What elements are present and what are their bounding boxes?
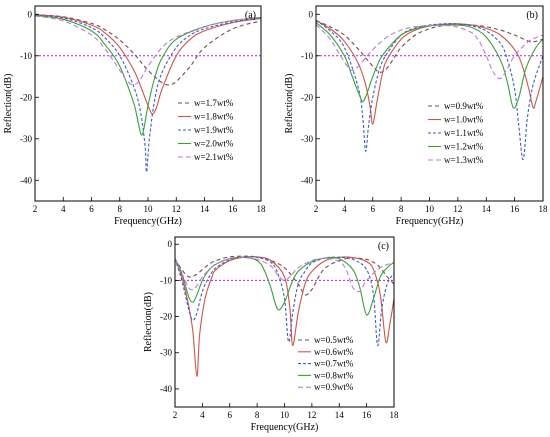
series-group — [175, 255, 394, 377]
chart-panel: 2 4 6 8 10 12 14 16 18 0 -10 -20 -30 -40 Frequency(GHz… — [284, 5, 549, 227]
series-line — [316, 20, 543, 125]
y-tick-label: -40 — [160, 384, 172, 394]
y-axis-label: Reflection(dB) — [3, 74, 14, 134]
x-tick-label: 4 — [342, 204, 347, 214]
series-group — [35, 14, 261, 173]
series-line — [175, 256, 394, 293]
legend-label: w=0.5wt% — [314, 335, 354, 345]
x-tick-label: 12 — [453, 204, 462, 214]
x-tick-label: 4 — [200, 410, 205, 420]
y-tick-label: -10 — [20, 51, 32, 61]
plot-frame — [174, 236, 395, 408]
x-tick-label: 10 — [144, 204, 154, 214]
legend-label: w=2.0wt% — [194, 139, 234, 149]
y-tick-label: -10 — [301, 51, 313, 61]
y-tick-label: -30 — [160, 348, 172, 358]
series-line — [175, 256, 394, 377]
legend-label: w=1.8wt% — [194, 112, 234, 122]
series-line — [35, 15, 261, 86]
series-line — [35, 14, 261, 115]
x-tick-label: 18 — [257, 204, 267, 214]
legend-label: w=0.8wt% — [314, 370, 354, 380]
x-tick-label: 18 — [539, 204, 549, 214]
x-tick-label: 12 — [172, 204, 181, 214]
legend-label: w=1.3wt% — [444, 155, 484, 165]
series-line — [175, 256, 394, 347]
x-tick-label: 8 — [118, 204, 123, 214]
series-line — [175, 256, 394, 316]
x-tick-label: 16 — [510, 204, 520, 214]
y-tick-label: -20 — [301, 92, 313, 102]
chart-panel: 2 4 6 8 10 12 14 16 18 0 -10 -20 -30 -40 Frequency(GHz… — [3, 5, 267, 227]
x-tick-label: 16 — [228, 204, 238, 214]
series-group — [316, 19, 543, 161]
legend-label: w=0.9wt% — [314, 382, 354, 392]
series-line — [175, 255, 394, 296]
legend-label: w=0.9wt% — [444, 101, 484, 111]
legend-label: w=1.2wt% — [444, 142, 484, 152]
legend-label: w=1.1wt% — [444, 128, 484, 138]
x-tick-label: 2 — [33, 204, 38, 214]
y-tick-label: -30 — [301, 134, 313, 144]
chart-panel: 2 4 6 8 10 12 14 16 18 0 -10 -20 -30 -40 Frequency(GHz… — [143, 236, 400, 433]
x-tick-label: 18 — [390, 410, 400, 420]
y-axis-label: Reflection(dB) — [143, 292, 154, 352]
series-line — [35, 14, 261, 173]
x-axis-label: Frequency(GHz) — [114, 216, 182, 227]
legend-label: w=1.0wt% — [444, 115, 484, 125]
series-line — [35, 14, 261, 86]
legend: w=0.9wt% w=1.0wt% w=1.1wt% w=1.2wt% w=1.3wt% — [428, 101, 484, 165]
x-tick-label: 14 — [335, 410, 345, 420]
panel-label: (a) — [245, 10, 256, 21]
y-tick-label: 0 — [28, 9, 33, 19]
x-axis-label: Frequency(GHz) — [251, 422, 319, 433]
x-tick-label: 6 — [89, 204, 94, 214]
y-tick-label: -40 — [20, 175, 32, 185]
legend: w=0.5wt% w=0.6wt% w=0.7wt%w=0.8wt% w=0.9wt% — [298, 335, 354, 392]
x-tick-label: 16 — [362, 410, 372, 420]
series-line — [316, 22, 543, 109]
y-tick-label: 0 — [309, 9, 314, 19]
legend-label: w=1.9wt% — [194, 125, 234, 135]
legend-label: w=2.1wt% — [194, 152, 234, 162]
y-tick-label: -20 — [20, 92, 32, 102]
plot-frame — [315, 5, 544, 202]
x-tick-label: 4 — [61, 204, 66, 214]
x-tick-label: 2 — [173, 410, 178, 420]
series-line — [316, 24, 543, 80]
y-tick-label: -20 — [160, 312, 172, 322]
x-tick-label: 14 — [200, 204, 210, 214]
panel-label: (c) — [378, 241, 389, 252]
x-axis-label: Frequency(GHz) — [396, 216, 464, 227]
x-tick-label: 12 — [307, 410, 316, 420]
x-tick-label: 10 — [425, 204, 435, 214]
y-tick-label: -10 — [160, 275, 172, 285]
x-tick-label: 8 — [255, 410, 260, 420]
x-tick-label: 10 — [280, 410, 290, 420]
legend: w=1.7wt% w=1.8wt% w=1.9wt% w=2.0wt% w=2.1wt% — [178, 98, 234, 162]
x-tick-label: 6 — [228, 410, 233, 420]
y-tick-label: -40 — [301, 175, 313, 185]
x-tick-label: 2 — [314, 204, 319, 214]
legend-label: w=0.6wt% — [314, 347, 354, 357]
x-tick-label: 14 — [482, 204, 492, 214]
legend-label: w=0.7wt% — [314, 359, 354, 369]
y-axis-label: Reflection(dB) — [284, 74, 295, 134]
legend-label: w=1.7wt% — [194, 98, 234, 108]
x-tick-label: 6 — [371, 204, 376, 214]
x-tick-label: 8 — [399, 204, 404, 214]
y-tick-label: -30 — [20, 134, 32, 144]
y-tick-label: 0 — [168, 239, 173, 249]
panel-label: (b) — [526, 10, 538, 21]
